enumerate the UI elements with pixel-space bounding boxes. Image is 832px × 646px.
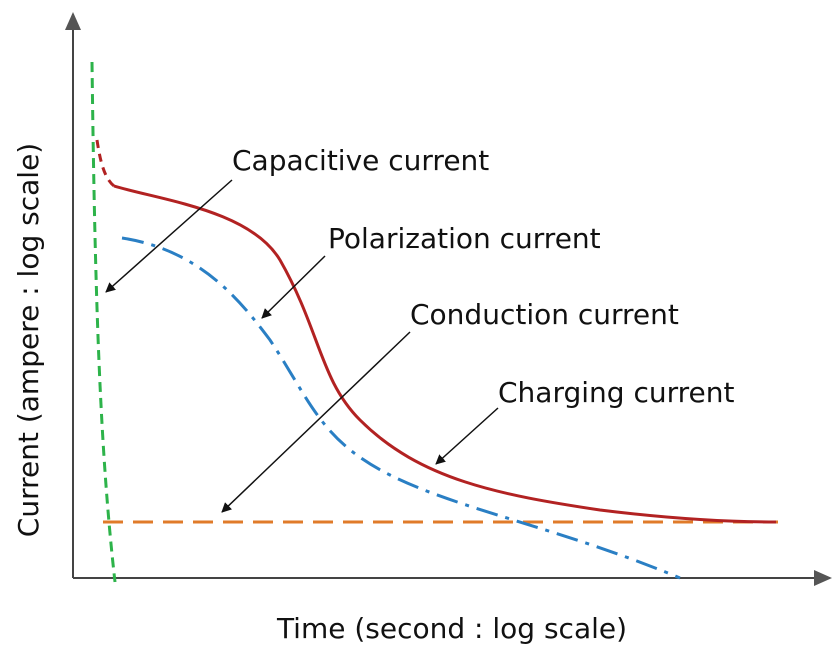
diagram: Capacitive current Polarization current … [0, 0, 832, 646]
charging-curve-start [97, 140, 114, 186]
arrow [436, 408, 498, 464]
curve-label: Polarization current [328, 222, 601, 255]
curve-label: Capacitive current [232, 144, 489, 177]
page: {"axes": {"y_label": "Current (ampere : … [0, 0, 832, 646]
x-axis-label: Time (second : log scale) [276, 612, 627, 645]
curve-label: Charging current [498, 376, 734, 409]
arrow [106, 180, 232, 292]
arrow [262, 256, 325, 318]
curve-label: Conduction current [410, 298, 679, 331]
arrow [222, 332, 410, 512]
y-axis-label: Current (ampere : log scale) [12, 143, 45, 537]
capacitive-curve [92, 62, 115, 582]
